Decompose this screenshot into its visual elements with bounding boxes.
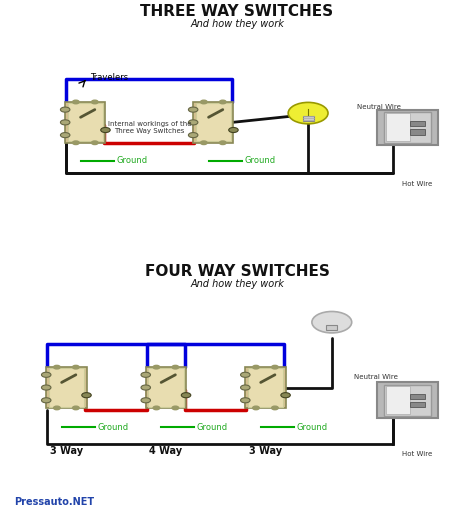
Circle shape <box>82 392 91 398</box>
Circle shape <box>153 406 160 410</box>
Text: And how they work: And how they work <box>190 19 284 29</box>
Circle shape <box>41 372 51 377</box>
Bar <box>410 393 425 399</box>
Circle shape <box>61 107 70 112</box>
Circle shape <box>240 372 250 377</box>
Text: 3 Way: 3 Way <box>50 446 83 456</box>
Text: Hot Wire: Hot Wire <box>402 181 432 187</box>
Circle shape <box>288 102 328 124</box>
Circle shape <box>219 100 226 104</box>
Circle shape <box>253 406 259 410</box>
Circle shape <box>240 385 250 390</box>
Circle shape <box>281 392 290 398</box>
Circle shape <box>141 398 151 403</box>
Text: 3 Way: 3 Way <box>249 446 282 456</box>
Text: FOUR WAY SWITCHES: FOUR WAY SWITCHES <box>145 264 329 279</box>
Circle shape <box>91 100 98 104</box>
Bar <box>377 110 438 145</box>
Bar <box>410 402 425 407</box>
Bar <box>246 367 285 408</box>
Text: Neutral Wire: Neutral Wire <box>354 374 398 380</box>
Bar <box>46 367 86 408</box>
Bar <box>193 102 233 143</box>
Text: Neutral Wire: Neutral Wire <box>356 104 401 110</box>
Bar <box>148 368 184 407</box>
Circle shape <box>201 100 207 104</box>
Circle shape <box>91 141 98 145</box>
Text: Internal workings of the
Three Way Switches: Internal workings of the Three Way Switc… <box>108 121 191 134</box>
Circle shape <box>41 385 51 390</box>
Circle shape <box>172 365 179 369</box>
Bar <box>410 121 425 127</box>
Bar <box>247 368 283 407</box>
Bar <box>377 383 438 418</box>
Text: Travelers: Travelers <box>90 73 128 82</box>
Circle shape <box>201 141 207 145</box>
Text: Ground: Ground <box>116 156 147 165</box>
Circle shape <box>181 392 191 398</box>
Bar <box>48 368 84 407</box>
Circle shape <box>54 406 60 410</box>
Circle shape <box>240 398 250 403</box>
Circle shape <box>153 365 160 369</box>
Bar <box>386 386 410 414</box>
Circle shape <box>219 141 226 145</box>
Bar <box>384 385 431 416</box>
Circle shape <box>61 132 70 138</box>
Bar <box>410 129 425 134</box>
Circle shape <box>73 141 79 145</box>
Circle shape <box>73 365 79 369</box>
Text: And how they work: And how they work <box>190 279 284 289</box>
Bar <box>384 112 431 143</box>
Text: Ground: Ground <box>244 156 275 165</box>
Circle shape <box>188 120 198 125</box>
Text: Ground: Ground <box>296 422 328 432</box>
Circle shape <box>73 100 79 104</box>
Text: THREE WAY SWITCHES: THREE WAY SWITCHES <box>140 4 334 19</box>
Text: Ground: Ground <box>197 422 228 432</box>
Circle shape <box>54 365 60 369</box>
Circle shape <box>312 312 352 333</box>
Bar <box>302 116 314 121</box>
Text: 4 Way: 4 Way <box>149 446 182 456</box>
Circle shape <box>228 127 238 132</box>
Bar <box>326 325 337 330</box>
Text: Hot Wire: Hot Wire <box>402 451 432 457</box>
Circle shape <box>141 385 151 390</box>
Circle shape <box>73 406 79 410</box>
Bar <box>65 102 106 143</box>
Bar <box>68 103 103 142</box>
Text: Ground: Ground <box>97 422 128 432</box>
Bar <box>386 113 410 142</box>
Circle shape <box>61 120 70 125</box>
Circle shape <box>272 365 278 369</box>
Circle shape <box>253 365 259 369</box>
Circle shape <box>188 132 198 138</box>
Circle shape <box>188 107 198 112</box>
Text: Pressauto.NET: Pressauto.NET <box>14 497 94 507</box>
Circle shape <box>101 127 110 132</box>
Circle shape <box>141 372 151 377</box>
Circle shape <box>41 398 51 403</box>
Circle shape <box>272 406 278 410</box>
Bar <box>146 367 186 408</box>
Bar <box>196 103 231 142</box>
Circle shape <box>172 406 179 410</box>
